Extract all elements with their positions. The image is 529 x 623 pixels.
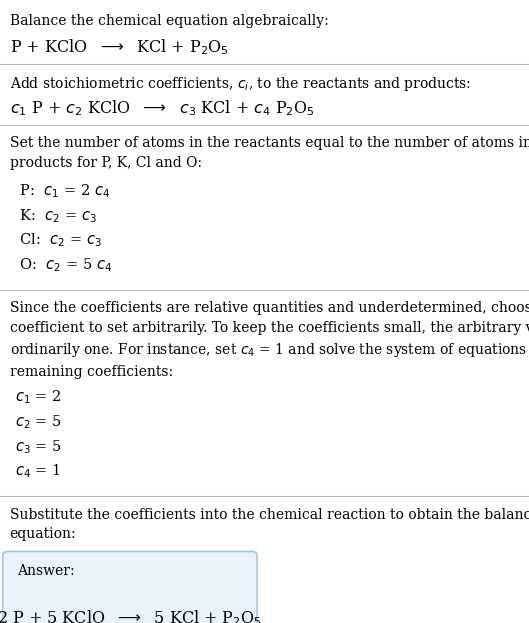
Text: $c_3$ = 5: $c_3$ = 5 (15, 438, 61, 455)
Text: $c_4$ = 1: $c_4$ = 1 (15, 462, 60, 480)
Text: K:  $c_2$ = $c_3$: K: $c_2$ = $c_3$ (15, 207, 97, 224)
Text: Since the coefficients are relative quantities and underdetermined, choose a
coe: Since the coefficients are relative quan… (10, 301, 529, 379)
Text: P:  $c_1$ = 2 $c_4$: P: $c_1$ = 2 $c_4$ (15, 183, 110, 200)
Text: Answer:: Answer: (17, 564, 75, 578)
Text: Add stoichiometric coefficients, $c_i$, to the reactants and products:: Add stoichiometric coefficients, $c_i$, … (10, 75, 471, 93)
Text: $c_2$ = 5: $c_2$ = 5 (15, 413, 61, 431)
Text: Cl:  $c_2$ = $c_3$: Cl: $c_2$ = $c_3$ (15, 231, 102, 249)
Text: Set the number of atoms in the reactants equal to the number of atoms in the
pro: Set the number of atoms in the reactants… (10, 136, 529, 170)
Text: $c_1$ P + $c_2$ KClO  $\longrightarrow$  $c_3$ KCl + $c_4$ P$_2$O$_5$: $c_1$ P + $c_2$ KClO $\longrightarrow$ $… (10, 98, 314, 118)
Text: Substitute the coefficients into the chemical reaction to obtain the balanced
eq: Substitute the coefficients into the che… (10, 508, 529, 541)
FancyBboxPatch shape (3, 551, 257, 623)
Text: Balance the chemical equation algebraically:: Balance the chemical equation algebraica… (10, 14, 329, 27)
Text: 2 P + 5 KClO  $\longrightarrow$  5 KCl + P$_2$O$_5$: 2 P + 5 KClO $\longrightarrow$ 5 KCl + P… (0, 608, 262, 623)
Text: O:  $c_2$ = 5 $c_4$: O: $c_2$ = 5 $c_4$ (15, 256, 112, 273)
Text: P + KClO  $\longrightarrow$  KCl + P$_2$O$_5$: P + KClO $\longrightarrow$ KCl + P$_2$O$… (10, 37, 229, 57)
Text: $c_1$ = 2: $c_1$ = 2 (15, 389, 61, 406)
